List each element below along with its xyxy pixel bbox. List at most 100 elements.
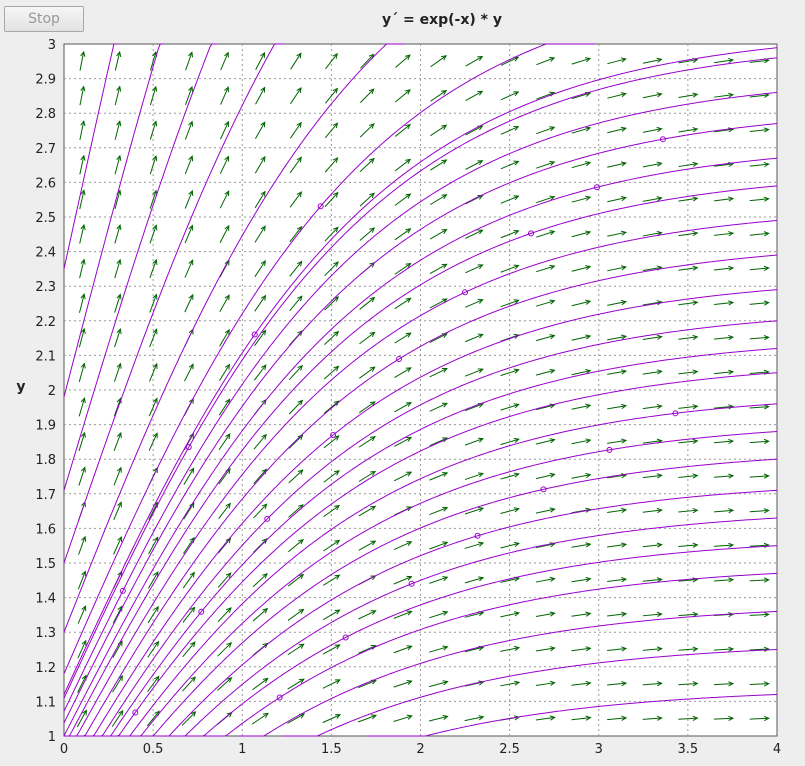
direction-arrow — [535, 576, 556, 583]
direction-arrow — [220, 51, 229, 71]
direction-arrow — [322, 679, 341, 689]
direction-arrow — [289, 295, 303, 312]
direction-arrow — [113, 535, 123, 555]
direction-arrow — [535, 542, 556, 549]
direction-arrow — [255, 51, 266, 70]
direction-arrow — [714, 369, 735, 375]
direction-arrow — [252, 573, 268, 588]
direction-arrow — [358, 540, 377, 551]
solution-curve — [83, 289, 778, 737]
solution-curve — [63, 47, 778, 695]
direction-arrow — [183, 502, 195, 520]
direction-arrow — [288, 538, 304, 553]
direction-arrow — [429, 610, 449, 619]
direction-arrow — [289, 156, 302, 174]
direction-arrow — [113, 362, 122, 382]
direction-arrow — [219, 259, 230, 278]
direction-arrow — [535, 646, 556, 652]
direction-arrow — [535, 680, 556, 687]
direction-arrow — [111, 709, 124, 727]
direction-arrow — [254, 121, 266, 140]
direction-arrow — [393, 471, 413, 482]
direction-arrow — [465, 55, 484, 67]
direction-arrow — [219, 120, 229, 140]
direction-arrow — [749, 231, 770, 237]
direction-arrow — [429, 263, 448, 274]
direction-arrow — [290, 87, 302, 105]
direction-arrow — [465, 90, 484, 101]
direction-arrow — [429, 472, 449, 481]
direction-arrow — [324, 330, 340, 345]
solution-curve — [76, 254, 778, 737]
direction-arrow — [394, 123, 411, 137]
direction-arrow — [749, 300, 770, 306]
direction-arrow — [678, 300, 699, 306]
direction-arrow — [571, 403, 592, 410]
direction-arrow — [254, 190, 266, 209]
direction-arrow — [642, 369, 663, 375]
direction-arrow — [324, 122, 339, 139]
grid-lines — [64, 44, 777, 736]
direction-arrow — [78, 431, 86, 452]
y-tick-labels: 1 1.1 1.2 1.3 1.4 1.5 1.6 1.7 1.8 1.9 2 2.1 2.2 2.3 2.… — [35, 38, 56, 745]
direction-arrow — [678, 611, 699, 618]
direction-arrow — [253, 503, 268, 519]
direction-arrow — [395, 89, 411, 103]
y-tick-label: 2.3 — [35, 280, 56, 295]
direction-arrow — [642, 507, 663, 514]
direction-arrow — [394, 436, 413, 447]
direction-arrow — [678, 577, 699, 583]
direction-arrow — [394, 367, 412, 378]
direction-arrow — [749, 335, 770, 341]
direction-arrow — [184, 189, 194, 209]
solution-curve — [106, 372, 778, 737]
solution-curve — [117, 403, 778, 737]
direction-arrow — [571, 369, 592, 376]
direction-arrow — [464, 541, 485, 549]
direction-arrow — [571, 334, 592, 341]
solution-curve — [128, 431, 778, 737]
direction-arrow — [678, 507, 699, 514]
direction-arrow — [714, 92, 735, 98]
direction-arrow — [429, 576, 449, 584]
direction-arrow — [500, 160, 520, 170]
direction-arrow — [429, 298, 448, 309]
y-tick-label: 1.2 — [35, 661, 56, 676]
direction-arrow — [357, 714, 378, 723]
x-tick-label: 3 — [595, 742, 603, 757]
direction-arrow — [218, 502, 231, 519]
direction-arrow — [749, 508, 770, 514]
direction-arrow — [289, 121, 302, 139]
x-tick-label: 0 — [60, 742, 68, 757]
direction-arrow — [749, 404, 770, 410]
direction-arrow — [113, 431, 122, 451]
direction-arrow — [749, 612, 770, 618]
direction-arrow — [358, 470, 377, 482]
direction-arrow — [219, 328, 230, 347]
solution-curve — [367, 693, 778, 737]
direction-arrow — [571, 230, 592, 238]
y-axis-label: y — [16, 379, 25, 395]
stop-button[interactable]: Stop — [4, 6, 84, 32]
initial-point-marker — [474, 532, 481, 539]
direction-arrow — [571, 680, 592, 687]
direction-arrow — [394, 193, 412, 206]
direction-arrow — [500, 541, 520, 549]
solution-curve — [67, 219, 778, 737]
direction-arrow — [749, 681, 770, 687]
y-tick-label: 2.4 — [35, 246, 56, 261]
direction-arrow — [536, 195, 556, 204]
direction-arrow — [394, 228, 412, 241]
direction-arrow — [184, 259, 194, 278]
direction-arrow — [185, 85, 194, 105]
direction-arrow — [79, 50, 86, 71]
x-tick-label: 1.5 — [321, 742, 342, 757]
direction-arrow — [464, 680, 485, 687]
direction-arrow — [500, 403, 520, 411]
direction-arrow — [79, 258, 86, 279]
direction-arrow — [78, 327, 86, 348]
direction-arrow — [430, 55, 448, 68]
direction-arrow — [500, 126, 520, 135]
direction-arrow — [114, 85, 122, 106]
direction-arrow — [642, 577, 663, 583]
